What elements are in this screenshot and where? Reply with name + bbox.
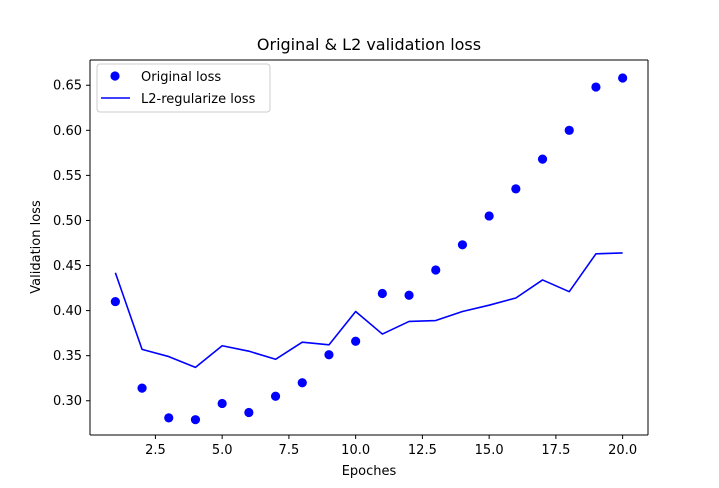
y-tick-label: 0.50: [53, 214, 82, 229]
data-point-original-loss: [110, 296, 120, 307]
data-point-original-loss: [324, 350, 334, 360]
x-tick-label: 20.0: [608, 443, 637, 458]
x-tick-label: 5.0: [212, 443, 233, 458]
plot-area: [90, 60, 648, 435]
x-tick-label: 7.5: [279, 443, 300, 458]
y-tick-label: 0.55: [53, 169, 82, 184]
y-tick-label: 0.40: [53, 304, 82, 319]
data-point-original-loss: [591, 82, 601, 92]
data-point-original-loss: [404, 290, 414, 300]
legend-box: [96, 63, 271, 113]
legend-marker-original-loss: [110, 71, 120, 81]
ticks: 2.5 5.0 7.5 10.0 12.5 15.0 17.5 20.0 0.30 0.35 0.4…: [53, 79, 637, 458]
y-tick-label: 0.35: [53, 349, 82, 364]
data-point-original-loss: [431, 265, 441, 275]
axes: [89, 59, 649, 436]
data-point-original-loss: [377, 288, 387, 299]
x-tick-label: 2.5: [145, 443, 166, 458]
y-tick-label: 0.60: [53, 124, 82, 139]
data-point-original-loss: [618, 73, 628, 83]
y-tick-label: 0.45: [53, 259, 82, 274]
x-tick-label: 15.0: [475, 443, 504, 458]
data-marks: [110, 73, 628, 425]
y-axis-label: Validation loss: [29, 200, 44, 294]
series-line-l2-regularize-loss: [114, 252, 623, 369]
data-point-original-loss: [511, 184, 521, 194]
x-tick-label: 10.0: [341, 443, 370, 458]
y-tick-label: 0.30: [53, 394, 82, 409]
data-point-original-loss: [297, 378, 307, 388]
data-point-original-loss: [217, 398, 227, 409]
x-tick-label: 17.5: [541, 443, 570, 458]
data-point-original-loss: [244, 407, 254, 418]
legend: Original loss L2-regularize loss: [96, 63, 271, 113]
x-tick-label: 12.5: [408, 443, 437, 458]
data-point-original-loss: [137, 383, 147, 393]
data-point-original-loss: [484, 211, 494, 221]
data-point-original-loss: [537, 154, 548, 164]
data-point-original-loss: [351, 336, 361, 346]
data-point-original-loss: [457, 240, 468, 250]
x-axis-label: Epoches: [342, 464, 397, 479]
data-point-original-loss: [164, 413, 174, 423]
y-tick-label: 0.65: [53, 79, 82, 94]
data-point-original-loss: [270, 391, 281, 401]
data-point-original-loss: [190, 415, 201, 425]
legend-label-original-loss: Original loss: [141, 70, 221, 85]
chart-title: Original & L2 validation loss: [257, 35, 481, 54]
plot-background: [90, 60, 648, 435]
legend-label-l2-regularize-loss: L2-regularize loss: [141, 92, 256, 107]
data-point-original-loss: [564, 125, 574, 135]
